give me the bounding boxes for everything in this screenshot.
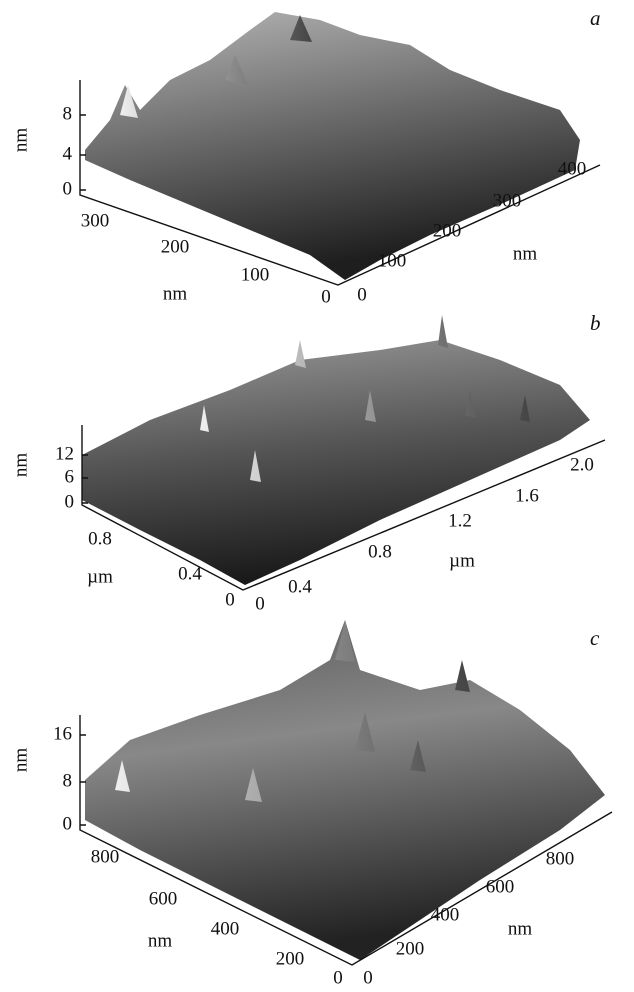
right-tick: 1.2 [448,510,472,531]
right-tick: 200 [396,938,425,959]
panel-label: b [590,311,601,335]
left-tick: 0 [225,589,235,610]
right-tick: 300 [493,190,522,211]
figure: a nm 8 4 0 300 200 100 0 nm 0 100 200 30… [0,0,634,992]
z-tick: 0 [63,178,73,199]
z-tick: 0 [63,813,73,834]
right-tick: 2.0 [570,454,594,475]
left-tick: 0 [333,967,343,988]
right-label: µm [449,550,475,571]
z-label: nm [10,748,31,773]
right-tick: 0 [357,284,367,305]
right-tick: 0.4 [288,576,312,597]
right-tick: 100 [378,250,407,271]
right-tick: 400 [431,904,460,925]
left-tick: 0 [321,286,331,307]
left-tick: 600 [149,888,178,909]
left-tick: 200 [276,948,305,969]
panel-label: c [590,626,600,650]
left-tick: 0.4 [178,563,202,584]
right-label: nm [508,918,533,939]
right-tick: 1.6 [515,485,539,506]
z-tick: 4 [63,143,73,164]
z-label: nm [10,128,31,153]
right-tick: 600 [486,876,515,897]
right-tick: 0 [363,967,373,988]
left-label: nm [163,283,188,304]
surface-a [85,12,580,280]
z-tick: 6 [65,466,75,487]
z-tick: 0 [65,491,75,512]
z-tick: 12 [55,443,74,464]
left-tick: 0.8 [88,528,112,549]
right-tick: 400 [558,158,587,179]
panel-label: a [590,6,601,30]
z-tick: 8 [63,770,73,791]
right-label: nm [513,243,538,264]
left-tick: 100 [241,264,270,285]
left-label: µm [87,566,113,587]
z-tick: 16 [53,723,72,744]
right-tick: 0.8 [368,541,392,562]
left-tick: 200 [161,236,190,257]
right-tick: 200 [433,220,462,241]
z-tick: 8 [63,103,73,124]
right-tick: 800 [546,848,575,869]
left-tick: 400 [211,918,240,939]
right-tick: 0 [255,593,265,614]
left-label: nm [148,930,173,951]
left-tick: 300 [81,210,110,231]
z-label: nm [10,453,31,478]
left-tick: 800 [91,846,120,867]
